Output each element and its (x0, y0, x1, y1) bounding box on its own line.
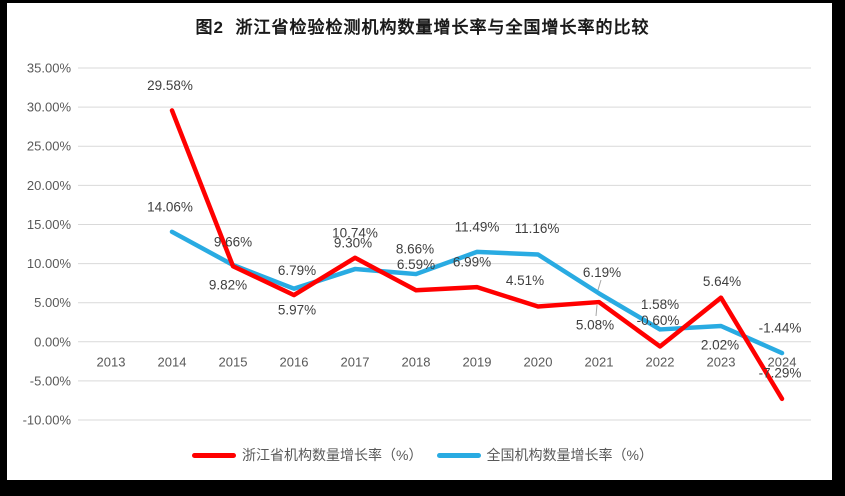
x-axis-tick-label: 2024 (768, 355, 797, 370)
y-axis-tick-label: 15.00% (27, 217, 72, 232)
x-axis-tick-label: 2019 (463, 355, 492, 370)
data-label: 9.66% (214, 235, 252, 250)
x-axis-tick-label: 2021 (585, 355, 614, 370)
data-label: 11.49% (455, 219, 500, 234)
legend: 浙江省机构数量增长率（%） 全国机构数量增长率（%） (0, 445, 845, 465)
x-axis-tick-label: 2018 (402, 355, 431, 370)
chart-panel (7, 3, 832, 480)
y-axis-tick-label: 0.00% (34, 334, 71, 349)
data-label: 9.82% (209, 277, 247, 292)
y-axis-tick-label: 5.00% (34, 295, 71, 310)
x-axis-tick-label: 2016 (280, 355, 309, 370)
data-label: 1.58% (641, 297, 679, 312)
x-axis-tick-label: 2023 (707, 355, 736, 370)
data-label: 11.16% (515, 221, 560, 236)
x-axis-tick-label: 2014 (158, 355, 187, 370)
x-axis-tick-label: 2022 (646, 355, 675, 370)
data-label: 2.02% (701, 337, 739, 352)
legend-line-swatch-zhejiang (192, 452, 237, 458)
legend-item-zhejiang: 浙江省机构数量增长率（%） (192, 445, 423, 465)
chart-title: 图2 浙江省检验检测机构数量增长率与全国增长率的比较 (195, 18, 650, 37)
data-label: 29.58% (147, 78, 193, 93)
x-axis-tick-label: 2013 (97, 355, 126, 370)
y-axis-tick-label: -5.00% (30, 373, 72, 388)
data-label: 5.97% (278, 303, 316, 318)
data-label: 10.74% (332, 225, 378, 240)
x-axis-tick-label: 2017 (341, 355, 370, 370)
legend-label-national: 全国机构数量增长率（%） (486, 447, 653, 463)
data-label: -1.44% (759, 321, 802, 336)
data-label: -7.29% (759, 365, 802, 380)
y-axis-tick-label: 35.00% (27, 61, 72, 76)
series-line-national (169, 229, 785, 356)
data-label: 4.51% (506, 273, 544, 288)
y-axis-tick-label: 30.00% (27, 100, 72, 115)
series-line-zhejiang (169, 108, 785, 402)
label-leader-line (597, 279, 602, 291)
legend-label-zhejiang: 浙江省机构数量增长率（%） (242, 447, 423, 463)
data-label: 6.79% (278, 263, 316, 278)
x-axis-tick-label: 2015 (219, 355, 248, 370)
data-label: -0.60% (637, 313, 680, 328)
y-axis-tick-label: 20.00% (27, 178, 72, 193)
legend-line-swatch-national (436, 452, 481, 458)
data-label: 5.64% (703, 274, 741, 289)
y-axis-tick-label: -10.00% (23, 413, 72, 428)
data-label: 14.06% (147, 199, 193, 214)
data-label: 8.66% (396, 242, 434, 257)
data-label: 6.19% (583, 265, 621, 280)
x-axis-tick-label: 2020 (524, 355, 553, 370)
label-leader-line (595, 304, 598, 317)
y-axis-tick-label: 25.00% (27, 139, 72, 154)
y-axis-tick-label: 10.00% (27, 256, 72, 271)
data-label: 9.30% (334, 236, 372, 251)
data-label: 6.59% (397, 257, 435, 272)
data-label: 5.08% (576, 318, 614, 333)
legend-item-national: 全国机构数量增长率（%） (436, 445, 653, 465)
data-label: 6.99% (453, 255, 491, 270)
